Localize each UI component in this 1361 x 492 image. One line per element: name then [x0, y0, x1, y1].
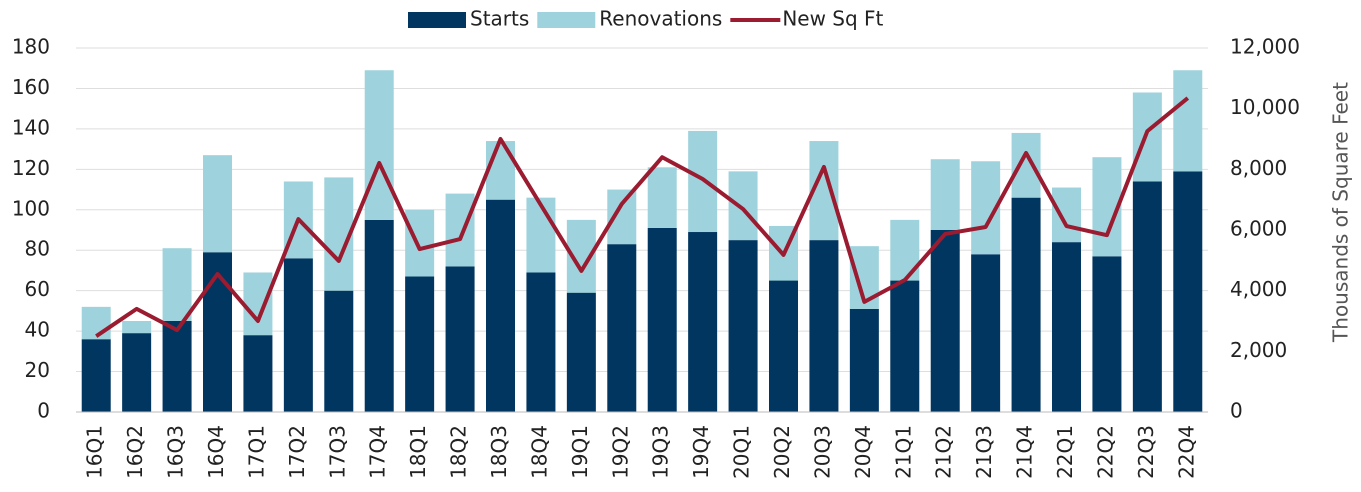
bar-segment — [1132, 181, 1162, 412]
bar-segment — [930, 159, 960, 230]
x-tick-label: 22Q2 — [1093, 425, 1117, 479]
x-tick-label: 20Q4 — [851, 425, 875, 479]
x-tick-label: 17Q3 — [325, 425, 349, 479]
bar-segment — [203, 155, 232, 253]
x-tick-label: 22Q3 — [1134, 425, 1158, 479]
bar-segment — [203, 252, 232, 412]
y2-tick-label: 12,000 — [1230, 35, 1300, 59]
x-tick-label: 21Q4 — [1013, 425, 1037, 479]
x-tick-label: 17Q4 — [366, 425, 390, 479]
x-tick-label: 16Q4 — [204, 425, 228, 479]
bar-segment — [122, 333, 152, 412]
bar-segment — [728, 240, 758, 412]
y-tick-label: 180 — [12, 35, 50, 59]
y2-tick-label: 8,000 — [1230, 156, 1287, 180]
bar-segment — [122, 321, 152, 334]
bar-segment — [930, 230, 960, 412]
bar-segment — [324, 290, 354, 412]
x-tick-label: 20Q2 — [770, 425, 794, 479]
bar-segment — [728, 171, 758, 241]
bar-segment — [607, 189, 637, 245]
x-tick-label: 19Q1 — [568, 425, 592, 479]
y-tick-label: 40 — [25, 318, 50, 342]
y-tick-label: 0 — [37, 399, 50, 423]
bar-segment — [769, 280, 798, 412]
y2-tick-label: 0 — [1230, 399, 1243, 423]
y-tick-label: 60 — [25, 277, 50, 301]
y-tick-label: 160 — [12, 75, 50, 99]
legend-label: New Sq Ft — [782, 7, 883, 31]
bar-segment — [486, 199, 515, 412]
legend-label: Renovations — [599, 7, 722, 31]
bar-segment — [364, 70, 394, 220]
x-tick-label: 19Q3 — [649, 425, 673, 479]
bar-segment — [849, 308, 879, 412]
bar-segment — [647, 227, 677, 412]
y-tick-label: 80 — [25, 237, 50, 261]
x-tick-label: 20Q3 — [810, 425, 834, 479]
bar-segment — [607, 244, 637, 412]
y2-tick-label: 2,000 — [1230, 338, 1287, 362]
y2-tick-label: 6,000 — [1230, 217, 1287, 241]
x-tick-label: 22Q4 — [1174, 425, 1198, 479]
bar-segment — [445, 193, 475, 267]
y-tick-label: 120 — [12, 156, 50, 180]
x-tick-label: 16Q2 — [123, 425, 147, 479]
bar-segment — [243, 335, 273, 412]
bar-segment — [1132, 92, 1162, 182]
legend-swatch — [408, 12, 466, 28]
x-tick-label: 19Q4 — [689, 425, 713, 479]
bar-segment — [526, 272, 556, 412]
y2-tick-label: 4,000 — [1230, 277, 1287, 301]
bar-segment — [243, 272, 273, 336]
bar-segment — [1092, 256, 1122, 412]
x-tick-label: 19Q2 — [608, 425, 632, 479]
bar-segment — [283, 258, 313, 412]
bar-segment — [1052, 187, 1081, 243]
bar-segment — [445, 266, 475, 412]
y-tick-label: 140 — [12, 115, 50, 139]
x-tick-label: 17Q1 — [244, 425, 268, 479]
x-tick-label: 18Q3 — [487, 425, 511, 479]
x-tick-label: 18Q1 — [406, 425, 430, 479]
x-tick-label: 22Q1 — [1053, 425, 1077, 479]
y-tick-label: 100 — [12, 196, 50, 220]
bar-segment — [890, 280, 920, 412]
y2-axis-label: Thousands of Square Feet — [1329, 82, 1353, 343]
bar-segment — [971, 254, 1001, 412]
bar-segment — [526, 197, 556, 273]
x-tick-label: 20Q1 — [730, 425, 754, 479]
bar-segment — [162, 321, 192, 412]
bar-segment — [405, 209, 435, 277]
line-series — [95, 96, 1190, 338]
bar-segment — [1011, 132, 1041, 198]
y2-tick-label: 10,000 — [1230, 95, 1300, 119]
bar-segment — [405, 276, 435, 412]
x-tick-label: 18Q2 — [447, 425, 471, 479]
x-tick-label: 21Q1 — [891, 425, 915, 479]
bar-segment — [162, 248, 192, 321]
bar-segment — [566, 292, 596, 412]
bar-segment — [364, 219, 394, 412]
bar-segment — [1173, 171, 1203, 412]
bar-segment — [809, 240, 839, 412]
legend-swatch — [537, 12, 596, 28]
y-tick-label: 20 — [25, 358, 50, 382]
x-tick-label: 18Q4 — [527, 425, 551, 479]
bar-segment — [647, 167, 677, 228]
bar-segment — [486, 141, 515, 200]
bar-segment — [688, 232, 718, 412]
x-tick-label: 21Q3 — [972, 425, 996, 479]
x-tick-label: 16Q3 — [164, 425, 188, 479]
x-tick-label: 17Q2 — [285, 425, 309, 479]
bar-segment — [1173, 70, 1203, 172]
x-tick-label: 21Q2 — [932, 425, 956, 479]
legend-label: Starts — [470, 7, 529, 31]
bar-segment — [1052, 242, 1081, 412]
bar-segment — [1011, 197, 1041, 412]
x-tick-label: 16Q1 — [83, 425, 107, 479]
bar-segment — [81, 339, 111, 412]
